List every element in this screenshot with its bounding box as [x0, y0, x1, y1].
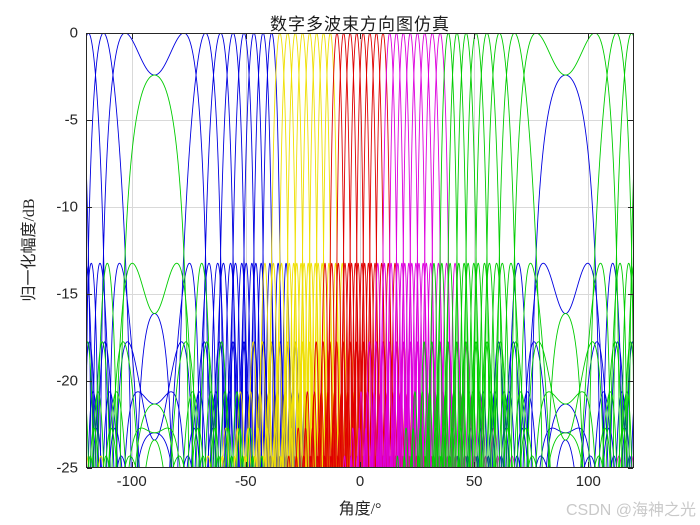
x-tick-label: 100 [575, 473, 601, 490]
x-tick-label: 0 [355, 473, 365, 490]
y-tick-label: -5 [64, 111, 78, 129]
x-axis-label: 角度/° [338, 501, 382, 518]
y-tick-label: -10 [56, 198, 78, 216]
y-tick-label: -25 [56, 459, 78, 477]
x-tick-label: -50 [234, 473, 257, 490]
y-tick-label: -20 [56, 372, 78, 390]
x-tick-label: 50 [465, 473, 483, 490]
y-axis-label: 归一化幅度/dB [21, 198, 38, 302]
y-tick-label: 0 [69, 24, 78, 42]
y-tick-label: -15 [56, 285, 78, 303]
csdn-watermark: CSDN @海神之光 [565, 502, 696, 519]
x-tick-label: -100 [116, 473, 147, 490]
chart-title: 数字多波束方向图仿真 [270, 15, 450, 34]
